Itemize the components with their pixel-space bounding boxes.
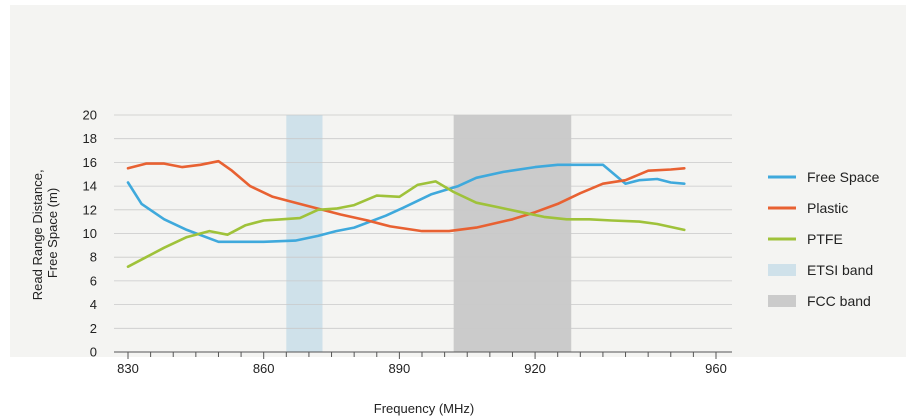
y-tick-label-12: 12 [83,202,97,217]
y-tick-label-14: 14 [83,179,97,194]
legend-label-free-space: Free Space [807,169,880,185]
legend-swatch-fcc-band [768,295,796,307]
y-tick-label-16: 16 [83,155,97,170]
x-tick-label-860: 860 [253,361,275,376]
gridlines [114,114,732,329]
x-axis-title: Frequency (MHz) [374,401,474,416]
y-axis-title-line-1: Read Range Distance, [30,169,45,300]
series-line-plastic [126,159,686,233]
axes: 830 860 890 920 960 0 2 4 6 8 10 12 14 16 18 20 [83,108,732,376]
y-tick-label-6: 6 [90,273,97,288]
legend-label-plastic: Plastic [807,200,848,216]
y-tick-label-4: 4 [90,297,97,312]
legend-label-fcc-band: FCC band [807,293,871,309]
y-tick-label-8: 8 [90,250,97,265]
x-tick-label-830: 830 [117,361,139,376]
y-tick-label-0: 0 [90,345,97,360]
y-tick-label-2: 2 [90,321,97,336]
legend: Free Space Plastic PTFE ETSI band FCC band [768,169,880,309]
data-series [126,159,686,269]
legend-label-etsi-band: ETSI band [807,262,873,278]
y-tick-label-20: 20 [83,108,97,123]
x-tick-label-920: 920 [524,361,546,376]
y-tick-label-18: 18 [83,131,97,146]
y-tick-label-10: 10 [83,226,97,241]
y-axis-title-line-2: Free Space (m) [45,188,60,278]
x-tick-label-960: 960 [705,361,727,376]
legend-label-ptfe: PTFE [807,231,843,247]
series-line-ptfe [126,180,686,269]
x-tick-label-890: 890 [389,361,411,376]
legend-swatch-etsi-band [768,264,796,276]
y-axis-title: Read Range Distance, Free Space (m) [30,166,60,300]
